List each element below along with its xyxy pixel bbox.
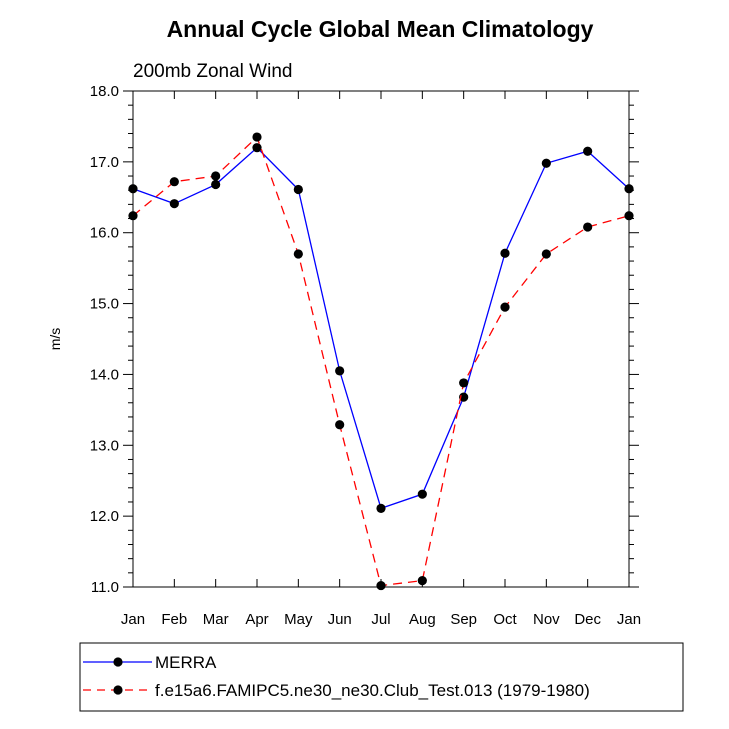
- legend: MERRA f.e15a6.FAMIPC5.ne30_ne30.Club_Tes…: [79, 642, 684, 712]
- legend-marker-merra: [113, 657, 123, 667]
- data-point: [293, 184, 303, 195]
- data-point: [376, 503, 386, 513]
- x-tick-label: Jan: [617, 611, 641, 628]
- x-tick-label: Nov: [533, 611, 560, 628]
- axis-ticks: Jan Feb Mar Apr May Jun Jul Aug Sep Oct Nov Dec Jan1…: [90, 83, 641, 628]
- y-tick-label: 16.0: [90, 225, 119, 242]
- plot-series: [128, 132, 634, 591]
- data-point: [211, 171, 221, 181]
- data-point: [500, 302, 510, 312]
- x-tick-label: Aug: [409, 611, 436, 628]
- data-point: [211, 179, 221, 190]
- x-tick-label: Feb: [161, 611, 187, 628]
- x-tick-label: Oct: [493, 611, 517, 628]
- data-point: [335, 420, 345, 430]
- legend-label-merra: MERRA: [155, 653, 217, 672]
- y-tick-label: 17.0: [90, 154, 119, 171]
- x-tick-label: Sep: [450, 611, 477, 628]
- data-point: [500, 248, 510, 258]
- x-tick-label: Jun: [328, 611, 352, 628]
- data-point: [541, 249, 551, 259]
- y-tick-label: 13.0: [90, 437, 119, 454]
- legend-marker-model: [113, 685, 123, 695]
- data-point: [541, 158, 551, 168]
- y-tick-label: 12.0: [90, 508, 119, 525]
- x-tick-label: Jan: [121, 611, 145, 628]
- chart-title: Annual Cycle Global Mean Climatology: [167, 16, 594, 42]
- data-point: [417, 576, 427, 586]
- x-tick-label: Apr: [245, 611, 268, 628]
- data-point: [252, 132, 262, 142]
- data-point: [252, 143, 262, 153]
- y-axis-label: m/s: [47, 328, 63, 351]
- chart-subtitle: 200mb Zonal Wind: [133, 61, 292, 82]
- legend-label-model: f.e15a6.FAMIPC5.ne30_ne30.Club_Test.013 …: [155, 681, 590, 700]
- y-tick-label: 15.0: [90, 296, 119, 313]
- x-tick-label: Jul: [371, 611, 390, 628]
- x-tick-label: Dec: [574, 611, 601, 628]
- x-tick-label: Mar: [203, 611, 229, 628]
- data-point: [417, 489, 427, 499]
- data-point: [583, 146, 593, 156]
- legend-box: [79, 642, 684, 712]
- data-point: [459, 392, 469, 402]
- data-point: [459, 378, 469, 388]
- y-tick-label: 14.0: [90, 366, 119, 383]
- data-point: [293, 249, 303, 259]
- y-tick-label: 18.0: [90, 83, 119, 100]
- data-point: [335, 366, 345, 376]
- data-point: [376, 580, 386, 591]
- plot-frame: [132, 90, 630, 588]
- series-line-1: [132, 135, 630, 587]
- series-line-0: [132, 146, 630, 510]
- data-point: [169, 177, 179, 187]
- x-tick-label: May: [284, 611, 313, 628]
- y-tick-label: 11.0: [91, 579, 119, 596]
- data-point: [583, 222, 593, 232]
- data-point: [169, 199, 179, 209]
